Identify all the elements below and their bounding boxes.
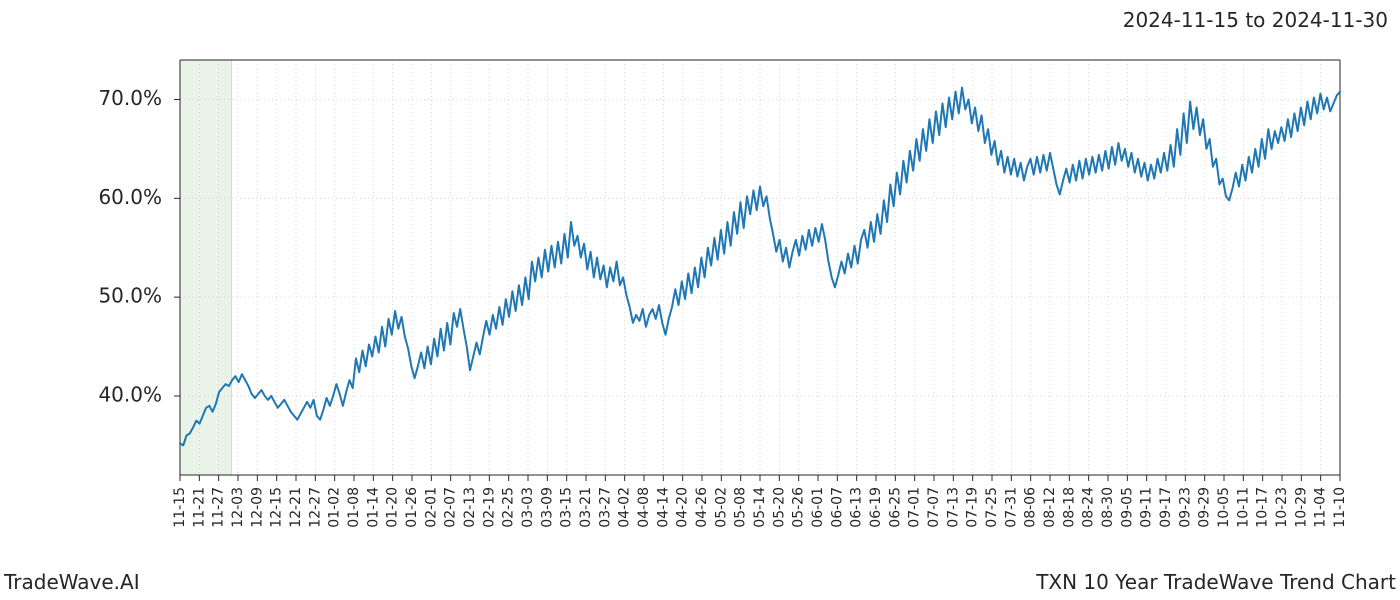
svg-text:10-17: 10-17 bbox=[1255, 487, 1271, 528]
svg-text:05-02: 05-02 bbox=[713, 487, 729, 528]
svg-text:12-27: 12-27 bbox=[307, 487, 323, 528]
svg-text:12-21: 12-21 bbox=[288, 487, 304, 528]
svg-text:06-25: 06-25 bbox=[887, 487, 903, 528]
svg-text:11-15: 11-15 bbox=[172, 487, 188, 528]
svg-text:08-12: 08-12 bbox=[1042, 487, 1058, 528]
svg-text:07-13: 07-13 bbox=[945, 487, 961, 528]
svg-text:07-07: 07-07 bbox=[926, 487, 942, 528]
svg-text:01-20: 01-20 bbox=[385, 487, 401, 528]
svg-text:02-19: 02-19 bbox=[481, 487, 497, 528]
svg-text:50.0%: 50.0% bbox=[98, 284, 162, 308]
svg-text:01-26: 01-26 bbox=[404, 487, 420, 528]
svg-text:12-03: 12-03 bbox=[230, 487, 246, 528]
footer-title: TXN 10 Year TradeWave Trend Chart bbox=[1036, 570, 1396, 594]
svg-text:40.0%: 40.0% bbox=[98, 382, 162, 406]
svg-text:10-23: 10-23 bbox=[1274, 487, 1290, 528]
date-range-label: 2024-11-15 to 2024-11-30 bbox=[1123, 8, 1388, 32]
chart-container: 2024-11-15 to 2024-11-30 40.0% 50.0% 60.0%… bbox=[0, 0, 1400, 600]
svg-text:04-02: 04-02 bbox=[617, 487, 633, 528]
svg-text:70.0%: 70.0% bbox=[98, 86, 162, 110]
trend-chart: 40.0% 50.0% 60.0% 70.0% 11-1511-2111-2712-03… bbox=[0, 0, 1400, 560]
svg-text:05-20: 05-20 bbox=[771, 487, 787, 528]
svg-text:09-23: 09-23 bbox=[1177, 487, 1193, 528]
svg-text:09-11: 09-11 bbox=[1139, 487, 1155, 528]
svg-text:08-30: 08-30 bbox=[1100, 487, 1116, 528]
svg-text:09-29: 09-29 bbox=[1197, 487, 1213, 528]
svg-text:07-31: 07-31 bbox=[1003, 487, 1019, 528]
svg-text:10-29: 10-29 bbox=[1293, 487, 1309, 528]
svg-text:03-15: 03-15 bbox=[559, 487, 575, 528]
svg-text:10-05: 10-05 bbox=[1216, 487, 1232, 528]
svg-text:09-17: 09-17 bbox=[1158, 487, 1174, 528]
svg-text:11-04: 11-04 bbox=[1313, 487, 1329, 528]
svg-text:11-10: 11-10 bbox=[1332, 487, 1348, 528]
svg-text:02-07: 02-07 bbox=[443, 487, 459, 528]
svg-text:03-27: 03-27 bbox=[597, 487, 613, 528]
svg-text:05-26: 05-26 bbox=[791, 487, 807, 528]
svg-text:02-13: 02-13 bbox=[462, 487, 478, 528]
svg-text:07-01: 07-01 bbox=[907, 487, 923, 528]
svg-text:11-27: 11-27 bbox=[211, 487, 227, 528]
svg-text:02-25: 02-25 bbox=[501, 487, 517, 528]
svg-text:09-05: 09-05 bbox=[1119, 487, 1135, 528]
svg-text:05-08: 05-08 bbox=[733, 487, 749, 528]
svg-text:08-24: 08-24 bbox=[1081, 487, 1097, 528]
svg-text:11-21: 11-21 bbox=[191, 487, 207, 528]
svg-text:12-15: 12-15 bbox=[269, 487, 285, 528]
svg-text:06-07: 06-07 bbox=[829, 487, 845, 528]
svg-text:04-26: 04-26 bbox=[694, 487, 710, 528]
svg-text:07-19: 07-19 bbox=[965, 487, 981, 528]
svg-text:04-14: 04-14 bbox=[655, 487, 671, 528]
svg-text:01-02: 01-02 bbox=[327, 487, 343, 528]
svg-text:04-20: 04-20 bbox=[675, 487, 691, 528]
svg-text:06-01: 06-01 bbox=[810, 487, 826, 528]
svg-text:06-19: 06-19 bbox=[868, 487, 884, 528]
svg-text:01-08: 01-08 bbox=[346, 487, 362, 528]
svg-text:05-14: 05-14 bbox=[752, 487, 768, 528]
svg-text:12-09: 12-09 bbox=[249, 487, 265, 528]
svg-text:02-01: 02-01 bbox=[423, 487, 439, 528]
svg-text:03-03: 03-03 bbox=[520, 487, 536, 528]
svg-text:03-21: 03-21 bbox=[578, 487, 594, 528]
footer-brand: TradeWave.AI bbox=[4, 570, 140, 594]
svg-text:10-11: 10-11 bbox=[1235, 487, 1251, 528]
svg-text:04-08: 04-08 bbox=[636, 487, 652, 528]
svg-text:06-13: 06-13 bbox=[849, 487, 865, 528]
svg-text:08-06: 08-06 bbox=[1023, 487, 1039, 528]
svg-text:07-25: 07-25 bbox=[984, 487, 1000, 528]
svg-text:01-14: 01-14 bbox=[365, 487, 381, 528]
svg-text:60.0%: 60.0% bbox=[98, 185, 162, 209]
svg-text:03-09: 03-09 bbox=[539, 487, 555, 528]
svg-text:08-18: 08-18 bbox=[1061, 487, 1077, 528]
